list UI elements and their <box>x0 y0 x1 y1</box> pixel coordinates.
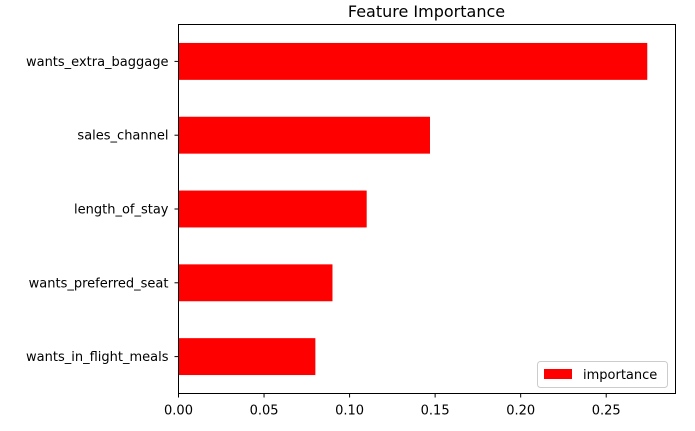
x-tick-label: 0.15 <box>421 404 450 419</box>
y-tick-label: wants_in_flight_meals <box>26 350 169 365</box>
y-tick-label: length_of_stay <box>74 203 169 218</box>
y-axis-ticks: wants_extra_baggage sales_channel length_o… <box>26 55 179 365</box>
x-tick-label: 0.20 <box>506 404 535 419</box>
legend-label-importance: importance <box>583 368 657 383</box>
bar-wants-preferred-seat <box>178 264 333 302</box>
bars-group <box>178 42 648 376</box>
x-tick-label: 0.05 <box>250 404 279 419</box>
bar-wants-extra-baggage <box>178 42 648 80</box>
y-tick-label: wants_extra_baggage <box>26 55 169 70</box>
legend-frame <box>537 361 668 388</box>
x-tick-label: 0.25 <box>592 404 621 419</box>
x-axis-ticks: 0.00 0.05 0.10 0.15 0.20 0.25 <box>164 393 621 419</box>
x-tick-label: 0.10 <box>335 404 364 419</box>
bar-wants-in-flight-meals <box>178 338 316 376</box>
legend: importance <box>537 361 668 388</box>
legend-swatch-importance <box>544 369 572 379</box>
chart-title: Feature Importance <box>348 2 505 21</box>
bar-sales-channel <box>178 116 430 154</box>
plot-area-frame <box>178 24 676 394</box>
y-tick-label: wants_preferred_seat <box>29 276 169 291</box>
y-tick-label: sales_channel <box>77 129 168 144</box>
x-tick-label: 0.00 <box>164 404 193 419</box>
bar-length-of-stay <box>178 190 367 228</box>
